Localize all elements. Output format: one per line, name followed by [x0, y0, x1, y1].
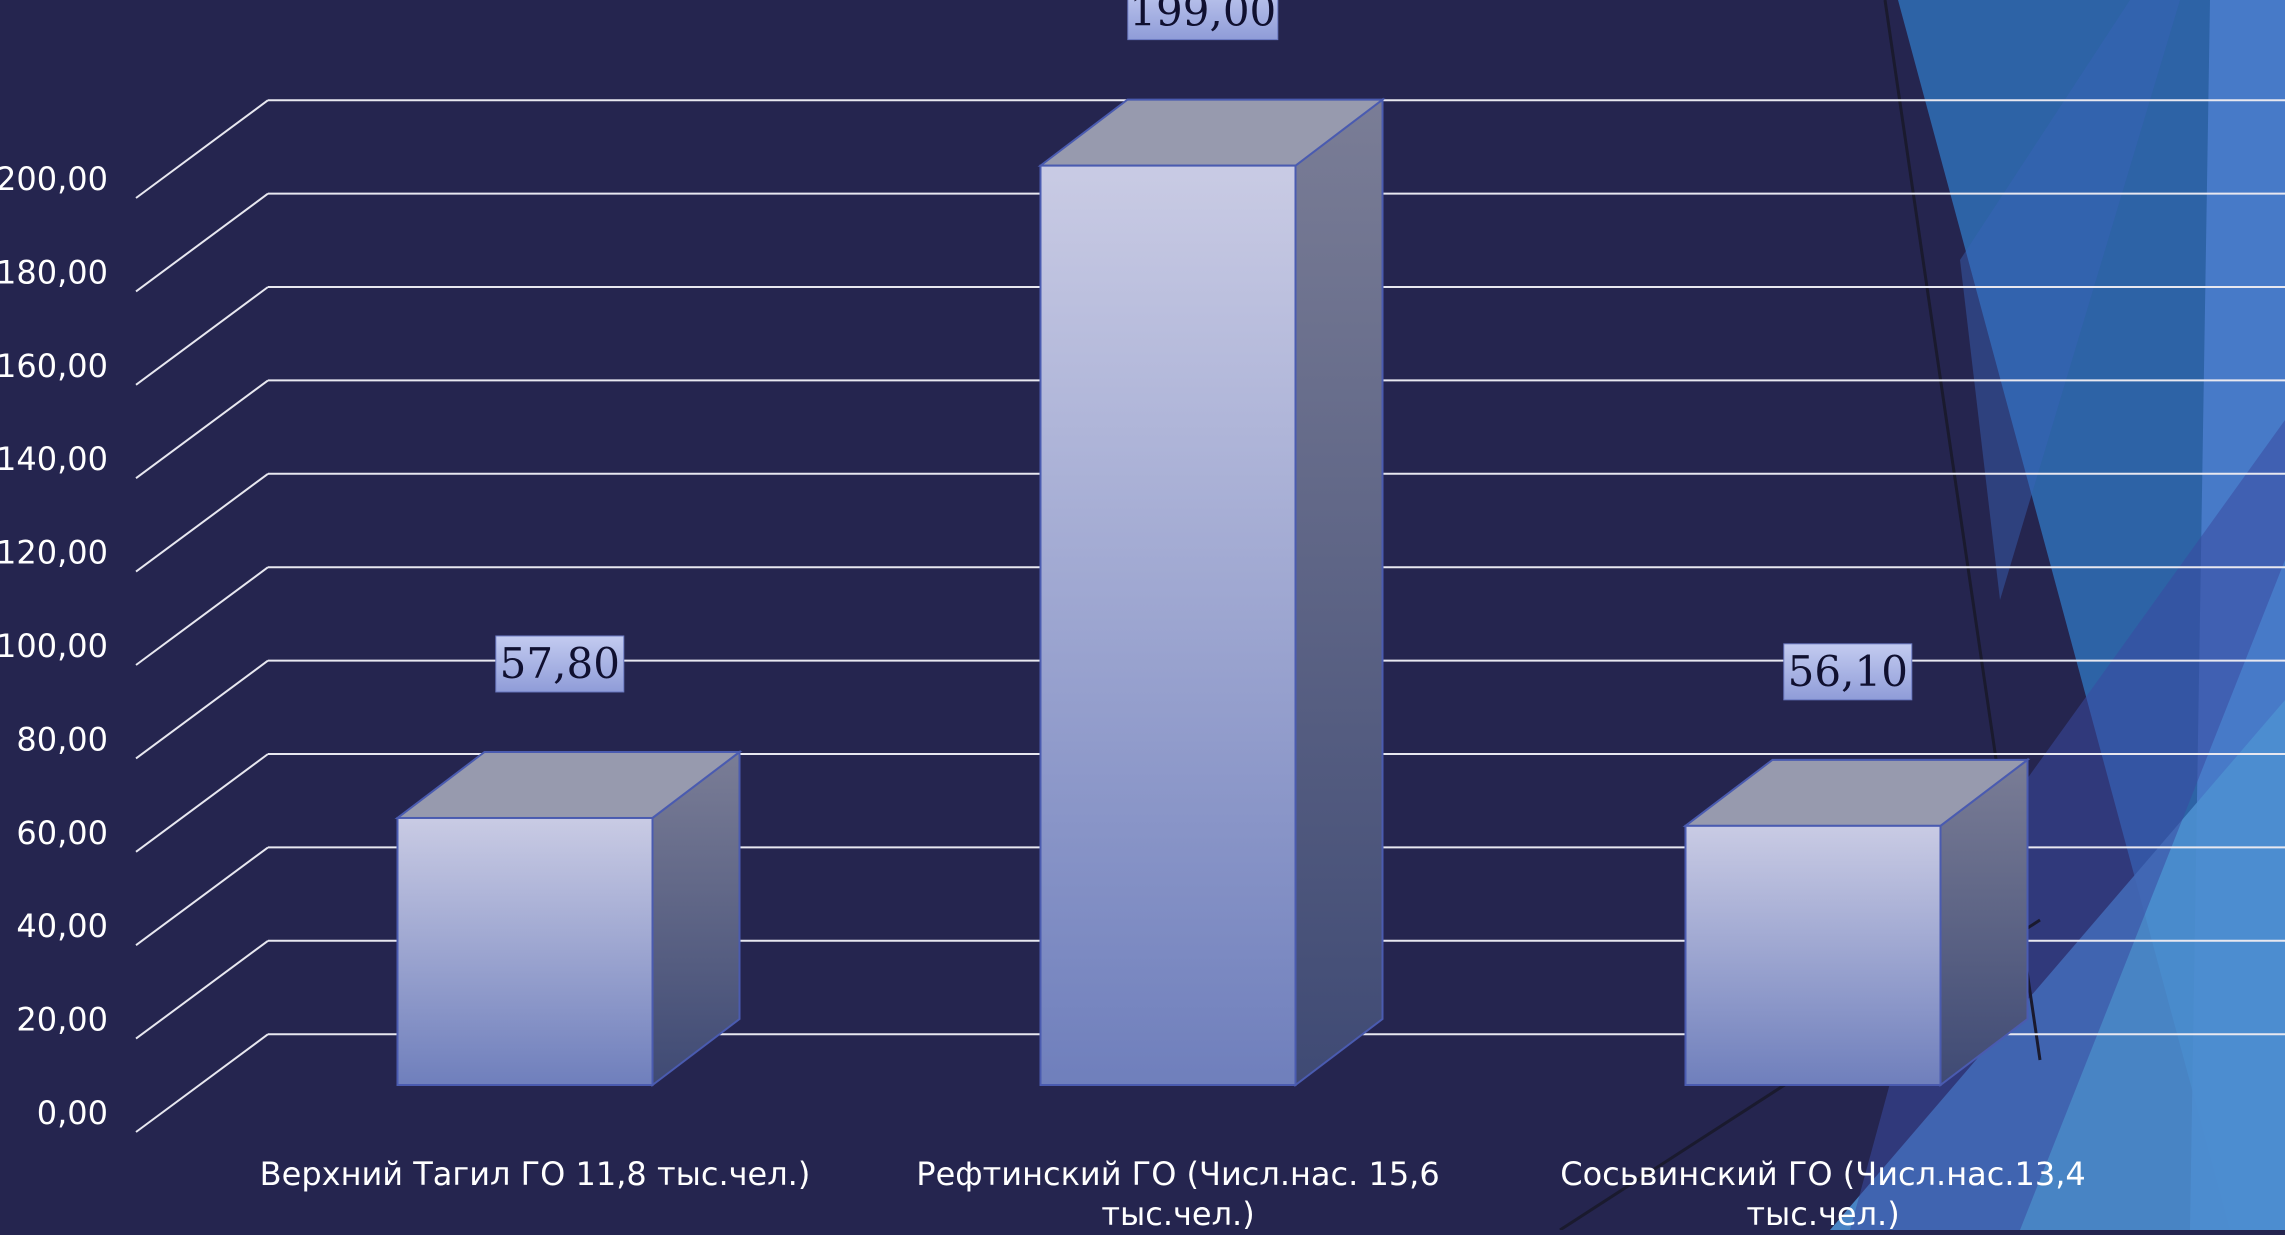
data-label-text: 57,80 [500, 639, 620, 688]
y-tick-label: 180,00 [0, 253, 108, 291]
x-category-label-line: тыс.чел.) [1101, 1195, 1254, 1230]
data-label: 199,00 [1127, 0, 1279, 41]
y-tick-label: 60,00 [16, 814, 108, 852]
y-tick-label: 200,00 [0, 160, 108, 198]
data-label-box [495, 635, 625, 693]
data-label-text: 56,10 [1788, 647, 1908, 696]
x-category-label-line: тыс.чел.) [1746, 1195, 1899, 1230]
x-category-label: Верхний Тагил ГО 11,8 тыс.чел.) [260, 1155, 811, 1193]
data-label-box [1127, 0, 1279, 41]
x-category-label-line: Сосьвинский ГО (Числ.нас.13,4 [1560, 1155, 2086, 1193]
y-tick-label: 20,00 [16, 1001, 108, 1039]
y-axis-ticks: 0,00 20,00 40,00 60,00 80,00 100,00 120,00 140,… [0, 160, 108, 1132]
bar-side-face [1294, 97, 1384, 1088]
data-label-box [1783, 643, 1913, 701]
bar-front-face [1684, 824, 1942, 1086]
bar [394, 749, 743, 1088]
y-tick-label: 80,00 [16, 720, 108, 758]
bar [1682, 757, 2031, 1088]
background-decoration [1559, 0, 2285, 1232]
y-tick-label: 120,00 [0, 534, 108, 572]
data-labels: 57,80 199,00 56,10 [495, 0, 1913, 701]
data-label-text: 199,00 [1129, 0, 1276, 36]
y-tick-label: 140,00 [0, 440, 108, 478]
bars [394, 97, 2031, 1088]
bar-front-face [1039, 164, 1297, 1086]
y-tick-label: 160,00 [0, 347, 108, 385]
data-label: 57,80 [495, 635, 625, 693]
y-tick-label: 40,00 [16, 907, 108, 945]
data-label: 56,10 [1783, 643, 1913, 701]
x-category-label-line: Верхний Тагил ГО 11,8 тыс.чел.) [260, 1155, 811, 1193]
bar-front-face [396, 816, 654, 1086]
x-category-label-line: Рефтинский ГО (Числ.нас. 15,6 [916, 1155, 1439, 1193]
decor-stripe-mid [1960, 0, 2180, 600]
y-tick-label: 100,00 [0, 627, 108, 665]
bar [1037, 97, 1386, 1088]
y-tick-label: 0,00 [37, 1094, 108, 1132]
x-axis-categories: Верхний Тагил ГО 11,8 тыс.чел.) Рефтински… [260, 1155, 2086, 1233]
